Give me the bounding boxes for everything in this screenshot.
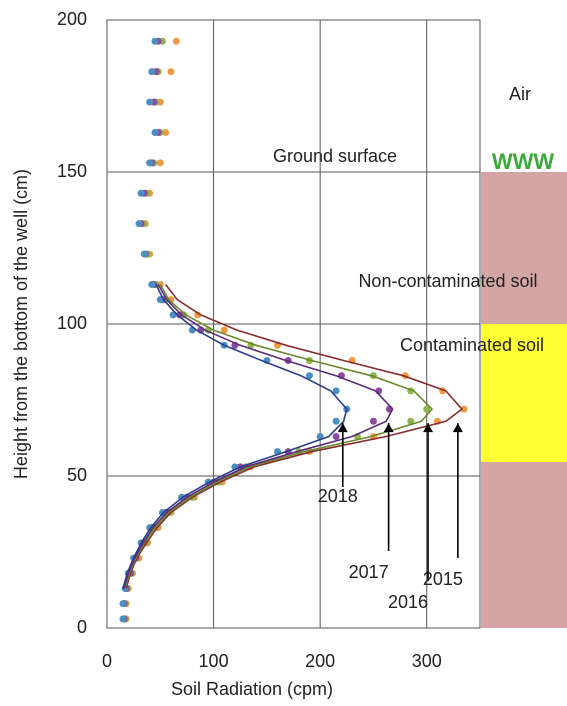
data-point: [138, 190, 145, 197]
data-point: [151, 129, 158, 136]
data-point: [151, 38, 158, 45]
series-label: 2015: [423, 569, 463, 589]
y-tick-label: 0: [77, 617, 87, 637]
fit-curve: [123, 285, 347, 589]
y-axis-label: Height from the bottom of the well (cm): [11, 169, 31, 479]
data-point: [333, 418, 340, 425]
y-tick-label: 200: [57, 9, 87, 29]
data-point: [370, 418, 377, 425]
arrow-head: [384, 423, 394, 432]
y-tick-label: 50: [67, 465, 87, 485]
data-point: [148, 68, 155, 75]
series-label: 2017: [349, 562, 389, 582]
data-point: [333, 433, 340, 440]
ground-surface-label: Ground surface: [273, 146, 397, 166]
x-tick-label: 200: [305, 651, 335, 671]
x-tick-label: 100: [199, 651, 229, 671]
y-tick-label: 100: [57, 313, 87, 333]
grass-label: WWW: [492, 149, 555, 174]
clean-soil-label: Non-contaminated soil: [358, 271, 537, 291]
arrow-head: [453, 423, 463, 432]
data-point: [148, 281, 155, 288]
series-label: 2018: [318, 486, 358, 506]
air-label: Air: [509, 84, 531, 104]
data-point: [141, 251, 148, 258]
chart: Air Ground surface WWW Non-contaminated …: [0, 0, 567, 706]
fit-curve: [126, 285, 462, 589]
series-label: 2016: [388, 592, 428, 612]
data-point: [173, 38, 180, 45]
arrow-head: [338, 423, 348, 432]
x-axis-label: Soil Radiation (cpm): [171, 679, 333, 699]
data-point: [119, 600, 126, 607]
fit-curve: [124, 285, 393, 589]
data-point: [135, 220, 142, 227]
y-tick-label: 150: [57, 161, 87, 181]
contaminated-soil-label: Contaminated soil: [400, 335, 544, 355]
x-tick-label: 0: [102, 651, 112, 671]
data-point: [167, 68, 174, 75]
data-point: [157, 159, 164, 166]
data-point: [146, 99, 153, 106]
data-point: [146, 159, 153, 166]
data-point: [119, 615, 126, 622]
x-tick-label: 300: [412, 651, 442, 671]
